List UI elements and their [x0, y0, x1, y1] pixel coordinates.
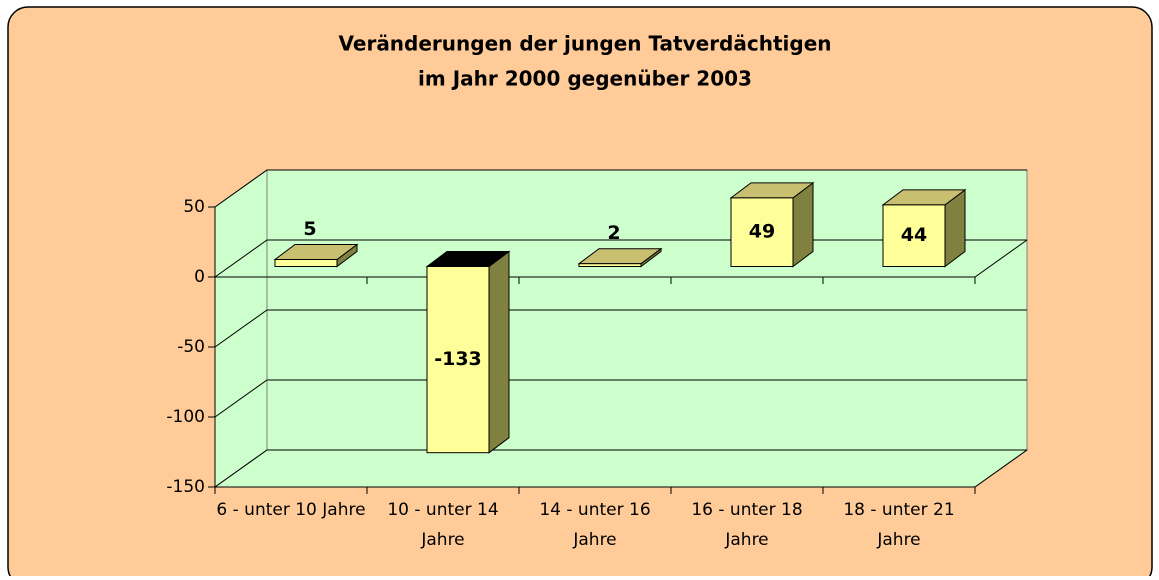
- y-tick-label: 50: [183, 197, 205, 217]
- data-label: -133: [434, 348, 482, 370]
- x-tick-label: 18 - unter 21 Jahre: [843, 500, 955, 550]
- bar: [578, 263, 642, 268]
- y-tick-label: 0: [194, 267, 205, 287]
- bar: [730, 197, 794, 267]
- grid-line: [214, 309, 1027, 348]
- x-tick-label: 10 - unter 14 Jahre: [387, 500, 499, 550]
- x-tick-label: 6 - unter 10 Jahre: [216, 500, 366, 520]
- data-label: 49: [749, 221, 775, 243]
- y-tick-label: -50: [177, 337, 205, 357]
- data-label: 5: [303, 218, 316, 240]
- chart-subtitle: im Jahr 2000 gegenüber 2003: [418, 67, 752, 91]
- floor: [213, 449, 1029, 488]
- data-label: 2: [607, 222, 620, 244]
- y-tick-label: -150: [166, 477, 205, 497]
- bar-side: [488, 250, 510, 454]
- grid-line: [214, 449, 1027, 488]
- chart-title: Veränderungen der jungen Tatverdächtigen: [339, 32, 832, 56]
- bar: [274, 259, 338, 267]
- x-tick-label: 14 - unter 16 Jahre: [539, 500, 651, 550]
- grid-line: [214, 169, 1027, 208]
- bar: [426, 266, 490, 454]
- grid-line: [214, 379, 1027, 418]
- y-tick-label: -100: [166, 407, 205, 427]
- bar: [882, 204, 946, 267]
- x-tick-label: 16 - unter 18 Jahre: [691, 500, 803, 550]
- data-label: 44: [901, 224, 927, 246]
